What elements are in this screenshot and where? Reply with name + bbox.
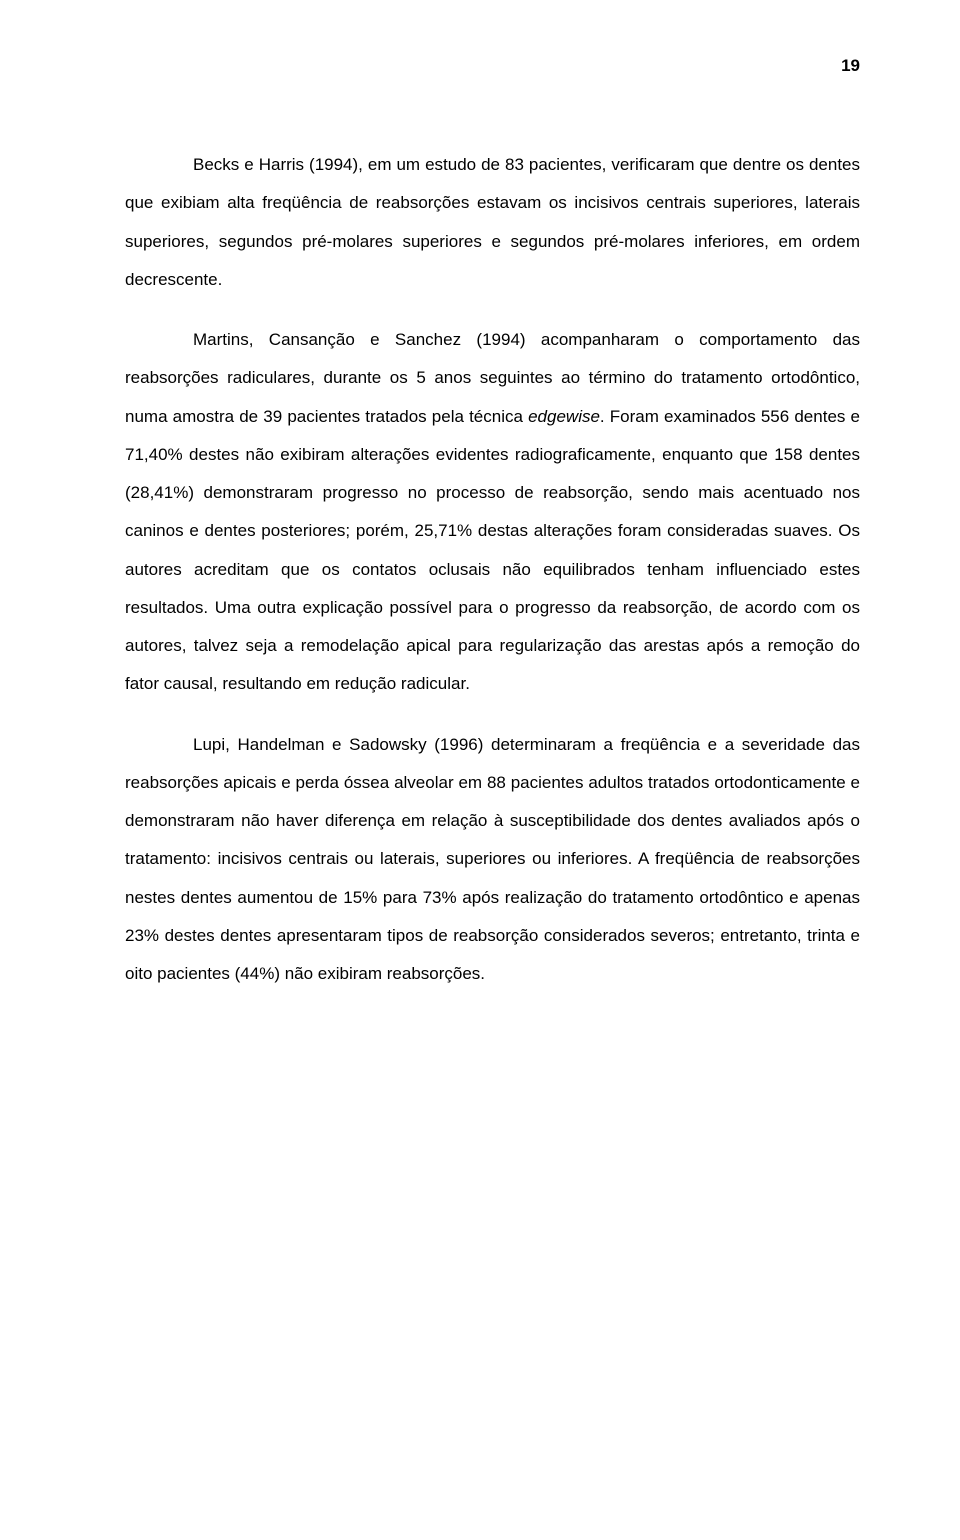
page-number: 19 <box>841 56 860 76</box>
paragraph-2-text-b: . Foram examinados 556 dentes e 71,40% d… <box>125 407 860 694</box>
document-page: 19 Becks e Harris (1994), em um estudo d… <box>0 0 960 1540</box>
paragraph-2: Martins, Cansanção e Sanchez (1994) acom… <box>125 321 860 704</box>
page-content: Becks e Harris (1994), em um estudo de 8… <box>125 146 860 993</box>
paragraph-1: Becks e Harris (1994), em um estudo de 8… <box>125 146 860 299</box>
paragraph-2-italic-term: edgewise <box>528 407 600 426</box>
paragraph-3: Lupi, Handelman e Sadowsky (1996) determ… <box>125 726 860 994</box>
